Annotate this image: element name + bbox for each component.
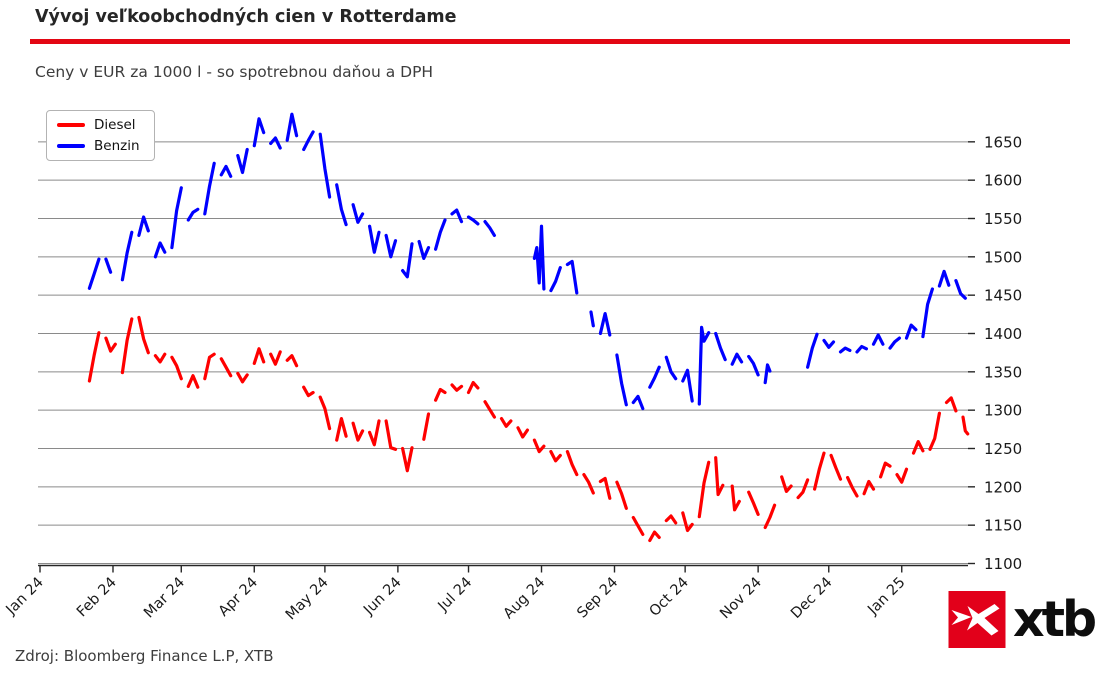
- x-tick-label: Jul 24: [435, 575, 476, 616]
- x-tick-label: Jun 24: [360, 575, 404, 619]
- x-tick-label: Aug 24: [501, 575, 549, 623]
- legend-swatch-diesel: [57, 123, 85, 127]
- y-tick-label: 1100: [984, 555, 1022, 573]
- legend-label: Benzin: [94, 138, 140, 154]
- xtb-logo-text: xtb: [1013, 591, 1095, 648]
- x-tick-label: Nov 24: [717, 575, 765, 623]
- x-tick-label: Oct 24: [647, 575, 692, 620]
- logo-x-cross: [967, 604, 1000, 636]
- title-rule: [30, 39, 1070, 44]
- y-tick-label: 1450: [984, 287, 1022, 305]
- series-benzin-line: [87, 112, 967, 411]
- y-tick-label: 1550: [984, 210, 1022, 228]
- legend-swatch-benzin: [57, 144, 85, 148]
- x-tick-label: Feb 24: [74, 575, 120, 621]
- x-tick-label: Dec 24: [788, 575, 835, 622]
- y-tick-label: 1350: [984, 363, 1022, 381]
- source-note: Zdroj: Bloomberg Finance L.P, XTB: [15, 647, 274, 665]
- xtb-logo: xtb: [948, 591, 1095, 648]
- x-tick-label: Sep 24: [574, 575, 621, 622]
- y-tick-label: 1200: [984, 478, 1022, 496]
- x-tick-label: Apr 24: [216, 575, 261, 620]
- y-tick-label: 1400: [984, 325, 1022, 343]
- logo-x-left-arrow: [951, 610, 972, 625]
- y-tick-label: 1500: [984, 248, 1022, 266]
- y-tick-label: 1300: [984, 402, 1022, 420]
- x-tick-label: Mar 24: [141, 575, 188, 622]
- xtb-logo-mark-icon: [948, 591, 1006, 648]
- page-title: Vývoj veľkoobchodných cien v Rotterdame: [35, 7, 457, 27]
- legend-item-diesel: Diesel: [57, 117, 140, 133]
- legend-item-benzin: Benzin: [57, 138, 140, 154]
- series-diesel-line: [87, 315, 970, 543]
- y-tick-label: 1250: [984, 440, 1022, 458]
- x-tick-label: Jan 25: [864, 575, 908, 619]
- x-tick-label: Jan 24: [3, 575, 47, 619]
- legend: Diesel Benzin: [46, 110, 155, 161]
- y-tick-label: 1150: [984, 517, 1022, 535]
- y-tick-label: 1650: [984, 133, 1022, 151]
- x-tick-label: May 24: [283, 575, 332, 624]
- y-tick-label: 1600: [984, 172, 1022, 190]
- legend-label: Diesel: [94, 117, 136, 133]
- chart-subtitle: Ceny v EUR za 1000 l - so spotrebnou daň…: [35, 63, 434, 81]
